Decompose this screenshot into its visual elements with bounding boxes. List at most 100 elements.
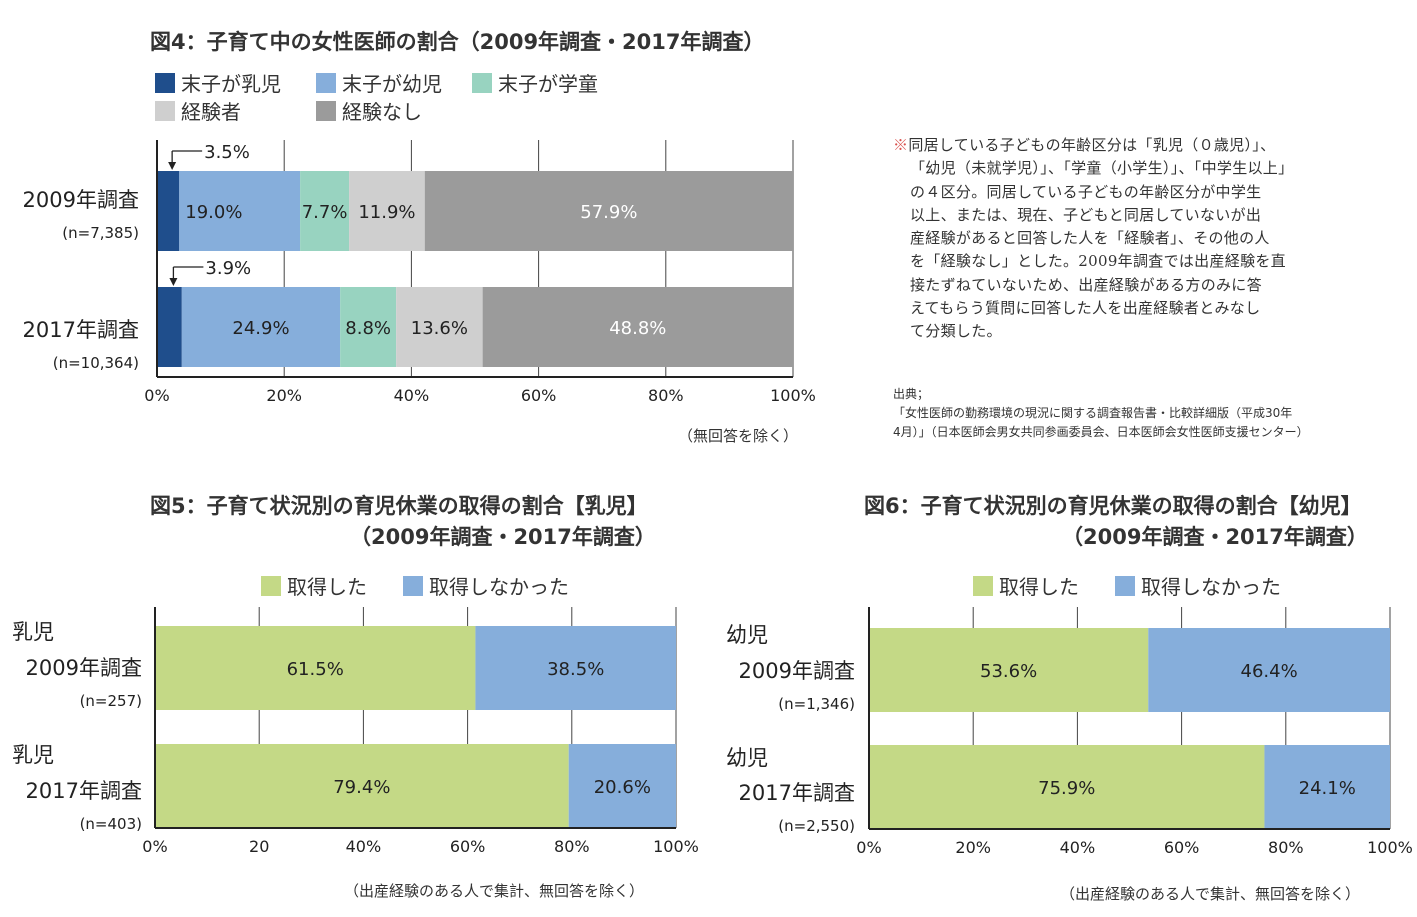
fig4-row-label-2017: 2017年調査 (n=10,364) [23,314,139,372]
note-line-6: 接たずねていないため、出産経験がある方のみに答 [910,275,1262,294]
fig5-footnote: （出産経験のある人で集計、無回答を除く） [344,882,645,900]
fig4-row-year-2009: 2009年調査 [22,188,139,212]
fig5-data-label-r1-s0: 79.4% [333,777,390,798]
fig6-row-top-0: 幼児 [726,623,768,647]
fig4-bar-r0-s2 [300,171,350,251]
fig4-legend-experienced: 経験者 [155,96,241,125]
fig4-data-label-r0-s1: 19.0% [185,202,242,223]
fig5-tick-label-2: 40% [346,837,382,856]
fig6-tick-label-3: 60% [1164,838,1200,857]
fig4-legend-toddler: 末子が幼児 [316,68,442,97]
fig4-note: ※同居している子どもの年齢区分は「乳児（０歳児）」、 「幼児（未就学児）」、「学… [893,134,1293,344]
fig5-row-top-0: 乳児 [12,620,54,644]
source-line-1: 4月）」（日本医師会男女共同参画委員会、日本医師会女性医師支援センター） [893,425,1309,439]
fig6-legend-swatch-taken [973,575,993,596]
source-block: 出典； 「女性医師の勤務環境の現況に関する調査報告書・比較詳細版（平成30年 4… [893,385,1309,442]
fig4-row-n-2009: (n=7,385) [62,224,139,242]
fig5-row-n-1: (n=403) [79,815,142,833]
fig6-title-line1: 図6：子育て状況別の育児休業の取得の割合【幼児】 [864,494,1362,518]
fig6-data-label-r0-s0: 53.6% [980,661,1037,682]
fig6-data-label-r1-s1: 24.1% [1299,778,1356,799]
fig6-legend-label-not-taken: 取得しなかった [1141,575,1281,599]
fig4-legend-swatch-none [316,100,336,121]
fig6-row-label-1: 2017年調査 (n=2,550) [739,777,855,835]
fig6-row-n-1: (n=2,550) [778,817,855,835]
note-line-5: を「経験なし」とした。2009年調査では出産経験を直 [910,252,1286,271]
note-line-3: 以上、または、現在、子どもと同居していないが出 [910,205,1262,224]
fig4-title: 図4：子育て中の女性医師の割合（2009年調査・2017年調査） [150,30,765,54]
fig6-data-label-r1-s0: 75.9% [1038,778,1095,799]
fig4-tick-label-5: 100% [770,386,816,405]
fig4-row-year-2017: 2017年調査 [22,318,139,342]
fig6-row-top-1: 幼児 [726,746,768,770]
fig5-legend-not-taken: 取得しなかった [403,571,569,600]
fig4-data-label-r1-s0: 3.9% [205,258,251,279]
fig4-data-label-r1-s4: 48.8% [609,318,666,339]
fig4-tick-label-3: 60% [521,386,557,405]
fig5-tick-label-5: 100% [653,837,699,856]
fig5-title-line1: 図5：子育て状況別の育児休業の取得の割合【乳児】 [150,494,648,518]
fig5-row-year-1: 2017年調査 [25,779,142,803]
fig4-row-n-2017: (n=10,364) [52,354,139,372]
fig5-tick-label-0: 0% [142,837,167,856]
fig6-row-year-1: 2017年調査 [738,781,855,805]
fig6-tick-label-1: 20% [955,838,991,857]
fig4-data-label-r1-s1: 24.9% [232,318,289,339]
fig4-legend-none: 経験なし [316,96,422,125]
fig4-legend-label-school: 末子が学童 [498,72,598,96]
fig4-data-label-r0-s3: 11.9% [358,202,415,223]
fig4-legend-swatch-school [472,72,492,93]
fig5-legend-label-not-taken: 取得しなかった [429,575,569,599]
fig6-data-label-r0-s1: 46.4% [1241,661,1298,682]
fig4-bar-r1-s1 [181,287,341,367]
fig4-data-label-r0-s0: 3.5% [204,142,250,163]
fig4-bar-r0-s1 [179,171,301,251]
fig6-legend-taken: 取得した [973,571,1079,600]
fig5-row-label-0: 2009年調査 (n=257) [26,652,142,710]
fig5-tick-label-3: 60% [450,837,486,856]
fig4-bar-r0-s3 [349,171,425,251]
fig4-data-label-r1-s2: 8.8% [345,318,391,339]
fig4-tick-label-2: 40% [394,386,430,405]
fig4-legend-label-toddler: 末子が幼児 [342,72,442,96]
fig4-callout-arrow-0 [168,162,177,170]
fig4-legend-label-none: 経験なし [342,100,422,124]
fig6-tick-label-2: 40% [1060,838,1096,857]
fig5-bar-r1-s0 [155,744,569,828]
fig4-bar-r1-s2 [340,287,397,367]
fig4-legend-swatch-infant [155,72,175,93]
fig6-tick-label-4: 80% [1268,838,1304,857]
fig4-bar-r1-s3 [396,287,483,367]
fig4-legend-infant: 末子が乳児 [155,68,281,97]
source-label: 出典； [893,387,930,401]
note-line-4: 産経験があると回答した人を「経験者」、その他の人 [910,229,1270,248]
note-line-8: て分類した。 [910,322,1002,341]
fig6-tick-label-0: 0% [856,838,881,857]
fig4-legend-swatch-toddler [316,72,336,93]
fig6-title-line2: （2009年調査・2017年調査） [1062,525,1368,549]
fig4-tick-label-1: 20% [266,386,302,405]
fig6-row-label-0: 2009年調査 (n=1,346) [739,655,855,713]
fig5-data-label-r1-s1: 20.6% [594,777,651,798]
fig4-bar-r0-s0 [157,171,180,251]
note-line-7: えてもらう質問に回答した人を出産経験者とみなし [910,299,1261,318]
fig6-bar-r1-s1 [1264,745,1390,829]
fig5-data-label-r0-s1: 38.5% [547,659,604,680]
fig6-row-n-0: (n=1,346) [778,695,855,713]
fig6-footnote: （出産経験のある人で集計、無回答を除く） [1060,885,1361,903]
note-line-2: の４区分。同居している子どもの年齢区分が中学生 [910,182,1262,201]
fig5-legend-swatch-not-taken [403,575,423,596]
fig5-legend-label-taken: 取得した [287,575,367,599]
fig5-legend-taken: 取得した [261,571,367,600]
note-line-1: 「幼児（未就学児）」、「学童（小学生）」、「中学生以上」 [910,159,1294,178]
fig5-title-line2: （2009年調査・2017年調査） [350,525,656,549]
fig5-tick-label-4: 80% [554,837,590,856]
fig4-legend-swatch-experienced [155,100,175,121]
fig4-bar-r0-s4 [424,171,793,251]
fig5-data-label-r0-s0: 61.5% [287,659,344,680]
fig4-legend-label-infant: 末子が乳児 [181,72,281,96]
fig6-legend-label-taken: 取得した [999,575,1079,599]
fig4-legend-label-experienced: 経験者 [181,100,241,124]
fig5-bar-r0-s0 [155,626,476,710]
